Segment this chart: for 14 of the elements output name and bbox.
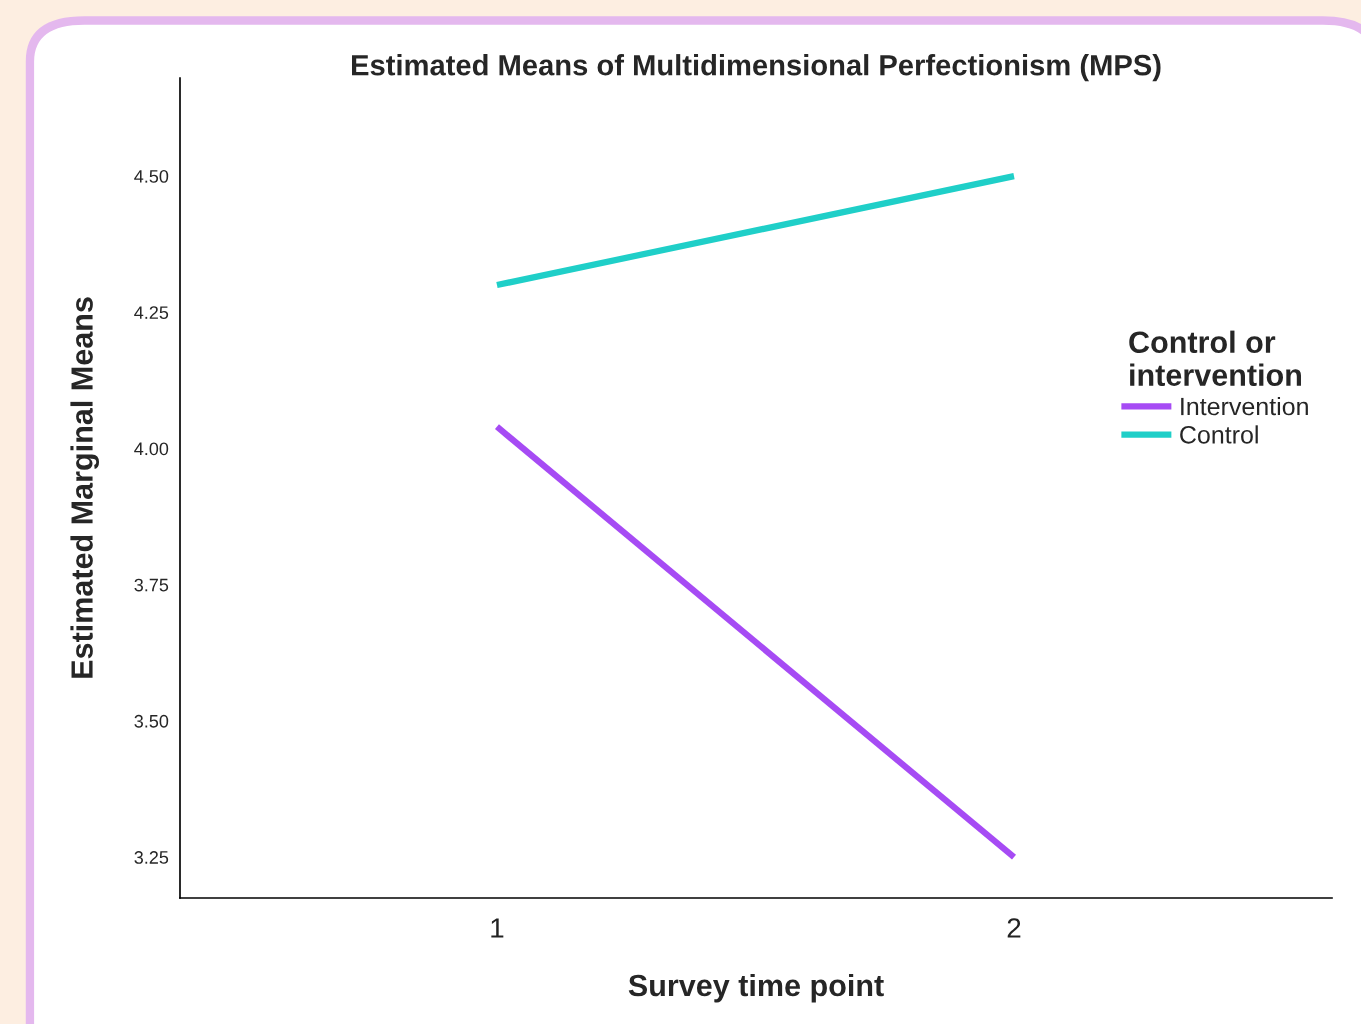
y-tick-label: 3.25: [134, 851, 169, 864]
legend-title: Control or intervention: [1129, 330, 1301, 386]
chart-title: Estimated Means of Multidimensional Perfectionism (MPS): [352, 54, 1161, 82]
y-tick-label: 4.50: [134, 170, 169, 183]
y-tick-label: 3.75: [134, 578, 169, 592]
x-tick-label: 2: [1007, 918, 1021, 938]
x-axis-title: Survey time point: [628, 973, 884, 1003]
legend-label: Control: [1180, 425, 1258, 444]
x-tick-label: 1: [491, 918, 504, 938]
y-tick-label: 4.00: [134, 442, 169, 456]
y-tick-label: 4.25: [134, 306, 169, 320]
legend-label: Intervention: [1181, 396, 1308, 416]
y-tick-label: 3.50: [134, 714, 169, 728]
y-axis-title: Estimated Marginal Means: [70, 297, 100, 678]
